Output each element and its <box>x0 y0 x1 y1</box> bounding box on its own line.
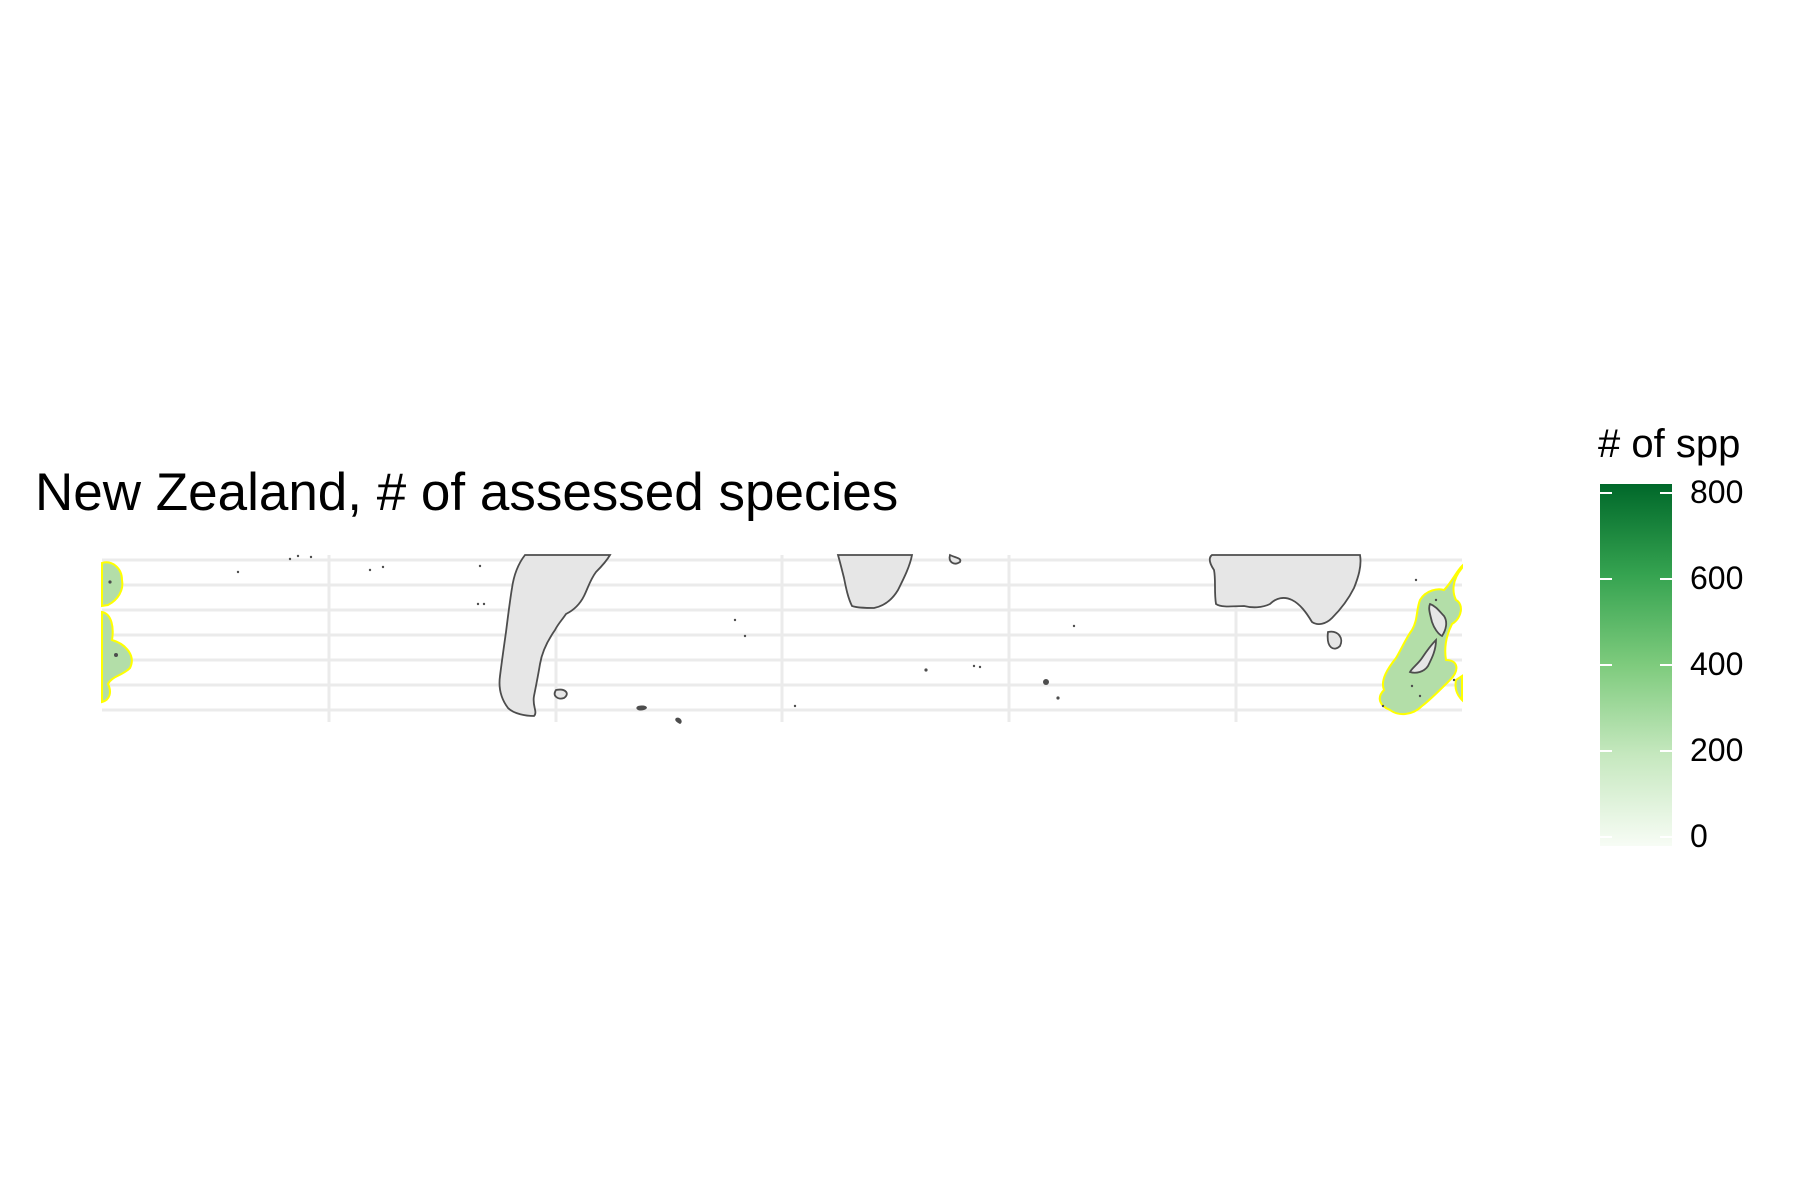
legend-label-400: 400 <box>1690 646 1744 682</box>
south-america <box>498 554 612 717</box>
legend-label-0: 0 <box>1690 818 1708 854</box>
legend-label-200: 200 <box>1690 732 1744 768</box>
antarctic-islands <box>636 705 682 724</box>
legend-tick-mark <box>1660 750 1672 752</box>
legend-title: # of spp <box>1598 422 1741 466</box>
legend-tick-mark <box>1600 578 1612 580</box>
legend-tick-mark <box>1660 836 1672 838</box>
new-zealand <box>1408 602 1448 674</box>
legend-tick-mark <box>1660 578 1672 580</box>
legend-tick-mark <box>1600 750 1612 752</box>
legend-tick-mark <box>1600 492 1612 494</box>
legend-tick-mark <box>1660 492 1672 494</box>
legend-tick-mark <box>1660 664 1672 666</box>
legend-label-800: 800 <box>1690 474 1744 510</box>
legend-label-600: 600 <box>1690 560 1744 596</box>
australia <box>1208 554 1362 650</box>
species-region-new-zealand <box>1378 563 1463 716</box>
legend-tick-mark <box>1600 836 1612 838</box>
species-region-west <box>101 561 133 704</box>
map-title: New Zealand, # of assessed species <box>35 463 899 522</box>
africa <box>836 553 962 609</box>
legend-tick-mark <box>1600 664 1612 666</box>
small-islands <box>108 554 1456 708</box>
